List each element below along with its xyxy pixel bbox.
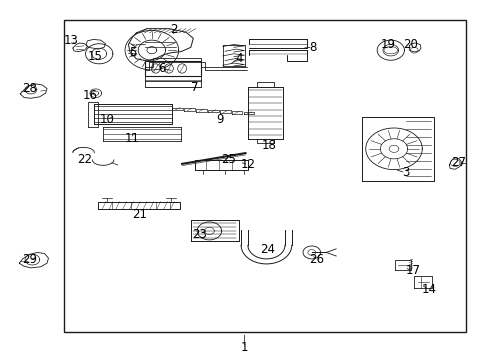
Text: 24: 24 (260, 243, 275, 256)
Text: 29: 29 (22, 253, 38, 266)
Text: 14: 14 (421, 283, 435, 296)
Bar (144, 61, 200, 76)
Text: 16: 16 (82, 89, 97, 102)
Text: 26: 26 (308, 253, 324, 266)
Text: 27: 27 (450, 156, 466, 169)
Text: 23: 23 (192, 228, 206, 241)
Bar (64, 21, 466, 332)
Text: 15: 15 (87, 50, 102, 63)
Text: 6: 6 (158, 62, 165, 75)
Text: 11: 11 (124, 132, 140, 145)
Text: 10: 10 (100, 113, 114, 126)
Text: 5: 5 (128, 46, 136, 59)
Text: 25: 25 (221, 153, 236, 166)
Text: 8: 8 (308, 41, 316, 54)
Text: 3: 3 (401, 166, 408, 179)
Text: 9: 9 (216, 113, 224, 126)
Text: 4: 4 (234, 51, 242, 64)
Text: 18: 18 (261, 139, 276, 152)
Text: 17: 17 (405, 264, 419, 277)
Text: 7: 7 (191, 81, 198, 94)
Text: 20: 20 (402, 38, 417, 51)
Text: 22: 22 (78, 153, 92, 166)
Text: 2: 2 (170, 23, 177, 36)
Text: 12: 12 (241, 158, 255, 171)
Text: 1: 1 (240, 341, 248, 354)
Text: 28: 28 (22, 82, 37, 95)
Text: 21: 21 (132, 208, 147, 221)
Text: 19: 19 (380, 38, 395, 51)
Text: 13: 13 (64, 34, 79, 48)
